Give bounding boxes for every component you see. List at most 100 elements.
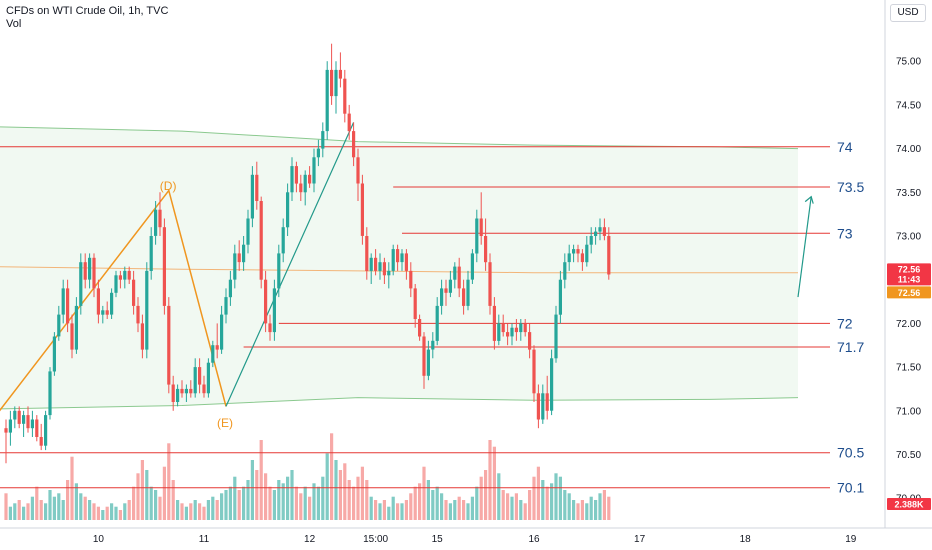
candle-body (576, 249, 580, 254)
candle-body (57, 314, 61, 337)
candle-body (110, 292, 114, 315)
candle-body (171, 384, 175, 402)
volume-bar (448, 503, 452, 520)
candle-body (492, 305, 496, 341)
wave-label: (D) (160, 179, 177, 193)
volume-bar (365, 480, 369, 520)
countdown-label: 11:43 (898, 274, 921, 284)
volume-bar (470, 496, 474, 520)
volume-bar (545, 486, 549, 520)
volume-bar (127, 500, 131, 520)
volume-bar (413, 486, 417, 520)
volume-bar (290, 470, 294, 520)
volume-bar (114, 506, 118, 520)
volume-bar (44, 503, 48, 520)
volume-bar (347, 480, 351, 520)
volume-bar (602, 490, 606, 520)
volume-bar (52, 496, 56, 520)
candle-body (602, 227, 606, 236)
volume-bar (572, 500, 576, 520)
volume-bar (462, 500, 466, 520)
volume-bar (22, 506, 26, 520)
candle-body (4, 428, 8, 433)
volume-bar (83, 496, 87, 520)
volume-bar (475, 486, 479, 520)
candle-body (338, 69, 342, 79)
volume-bar (303, 486, 307, 520)
volume-bar (105, 506, 109, 520)
volume-bar (294, 486, 298, 520)
volume-bar (61, 500, 65, 520)
volume-bar (123, 503, 127, 520)
volume-bar (453, 500, 457, 520)
candle-body (92, 257, 96, 289)
candle-body (193, 367, 197, 394)
volume-bar (17, 500, 21, 520)
volume-bar (418, 483, 422, 520)
candle-body (140, 323, 144, 350)
alt-price-tag (887, 286, 931, 299)
candle-body (114, 275, 118, 293)
candle-body (154, 209, 158, 236)
volume-bar (220, 493, 224, 520)
volume-bar (299, 493, 303, 520)
candle-body (224, 297, 228, 315)
volume-bar (237, 490, 241, 520)
volume-bar (422, 466, 426, 520)
volume-bar (264, 473, 268, 520)
volume-bar (272, 490, 276, 520)
candle-body (294, 166, 298, 184)
projection-arrowhead (804, 195, 814, 204)
volume-bar (92, 503, 96, 520)
candle-body (30, 419, 34, 429)
volume-bar (400, 503, 404, 520)
volume-bar (224, 490, 228, 520)
candle-body (233, 253, 237, 280)
candle-body (356, 157, 360, 184)
volume-bar (154, 490, 158, 520)
candles (4, 43, 611, 464)
candle-body (435, 305, 439, 341)
candle-body (26, 415, 30, 429)
volume-bar (567, 493, 571, 520)
candle-body (286, 192, 290, 228)
candle-body (567, 253, 571, 263)
volume-bar (396, 503, 400, 520)
candle-body (61, 288, 65, 315)
candle-body (290, 166, 294, 193)
currency-button[interactable]: USD (890, 4, 926, 22)
volume-bar (316, 486, 320, 520)
candle-body (598, 227, 602, 232)
volume-bar (519, 500, 523, 520)
candle-body (83, 262, 87, 280)
candle-body (523, 323, 527, 333)
candle-body (457, 266, 461, 289)
volume-bar (382, 500, 386, 520)
price-tick-label: 72.00 (896, 319, 921, 330)
candle-body (532, 349, 536, 394)
wave-line (0, 188, 227, 412)
volume-bar (409, 493, 413, 520)
candle-body (488, 262, 492, 306)
candle-body (541, 393, 545, 420)
candle-body (299, 183, 303, 193)
volume-bar (554, 473, 558, 520)
candle-body (528, 332, 532, 350)
volume-bar (70, 456, 74, 520)
volume-bar (110, 503, 114, 520)
volume-bar (281, 483, 285, 520)
volume-bar (440, 493, 444, 520)
volume-bar (497, 473, 501, 520)
volume-bar (180, 503, 184, 520)
candle-body (105, 310, 109, 315)
volume-bars (4, 433, 611, 520)
candle-body (215, 345, 219, 350)
volume-bar (589, 496, 593, 520)
volume-bar (176, 500, 180, 520)
volume-bar (26, 503, 30, 520)
time-tick-label: 10 (93, 534, 105, 545)
price-tick-label: 75.00 (896, 57, 921, 68)
volume-bar (334, 460, 338, 520)
